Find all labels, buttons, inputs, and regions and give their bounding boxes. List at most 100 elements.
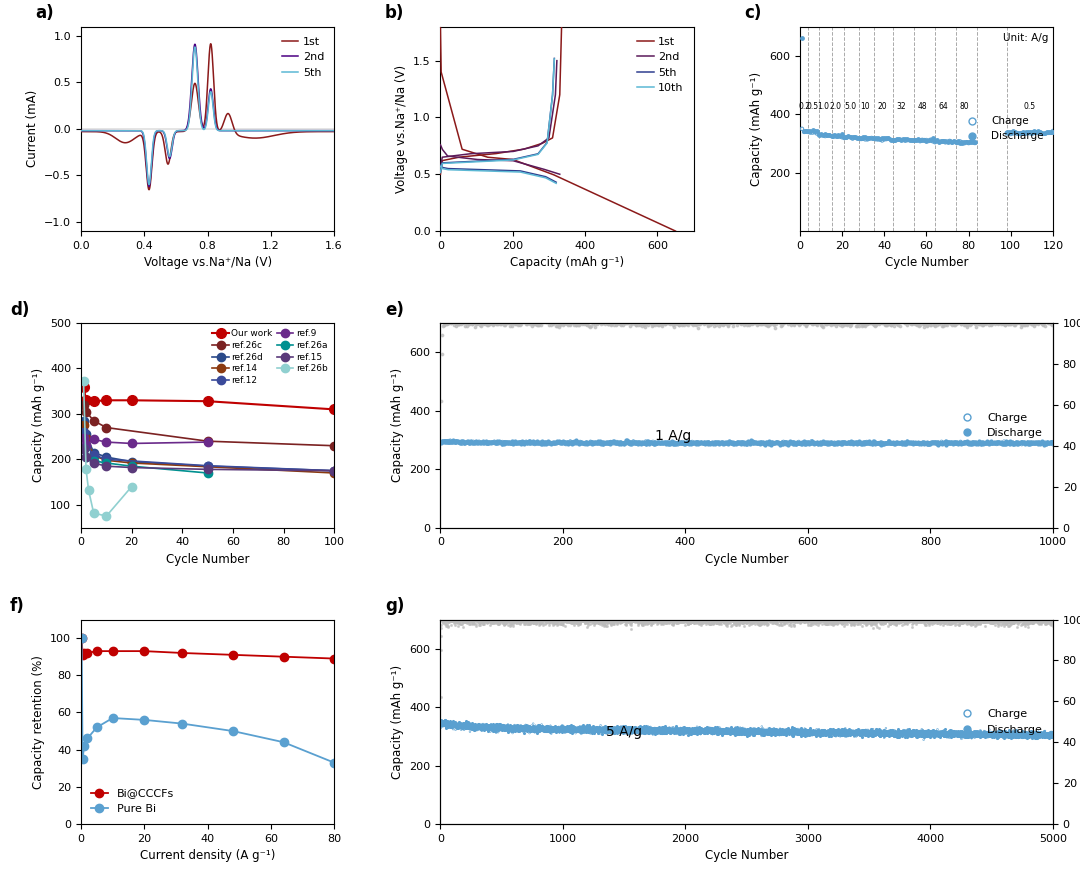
- Point: [670, 721, 687, 735]
- Point: [715, 616, 732, 630]
- Point: [621, 612, 638, 626]
- Point: [694, 436, 712, 450]
- Point: [811, 724, 828, 738]
- Point: [570, 723, 588, 737]
- Point: [462, 314, 480, 328]
- Point: [524, 721, 541, 735]
- Point: [886, 725, 903, 739]
- Point: [718, 437, 735, 451]
- Point: [973, 725, 990, 739]
- Point: [561, 722, 578, 736]
- Point: [917, 728, 934, 742]
- Point: [453, 718, 470, 732]
- Point: [516, 611, 534, 626]
- Point: [1014, 315, 1031, 330]
- Point: [504, 437, 522, 451]
- Point: [980, 726, 997, 740]
- Point: [581, 610, 598, 625]
- Point: [956, 727, 973, 742]
- Point: [1024, 728, 1041, 742]
- Point: [774, 723, 792, 737]
- Point: [783, 727, 800, 741]
- Point: [555, 722, 572, 736]
- Point: [833, 607, 850, 621]
- Point: [706, 437, 724, 451]
- Point: [525, 723, 542, 737]
- Point: [745, 614, 762, 628]
- Point: [780, 724, 797, 738]
- Point: [747, 724, 765, 738]
- Point: [981, 727, 998, 742]
- Point: [805, 723, 822, 737]
- Point: [501, 724, 518, 738]
- Point: [463, 435, 481, 449]
- Point: [634, 610, 651, 625]
- Point: [865, 726, 882, 740]
- Point: [990, 729, 1008, 743]
- Point: [822, 435, 839, 449]
- Point: [724, 612, 741, 626]
- Point: [555, 613, 572, 627]
- Point: [543, 315, 561, 329]
- Point: [799, 435, 816, 449]
- Point: [816, 724, 834, 738]
- Point: [933, 434, 950, 448]
- Point: [543, 724, 561, 738]
- Point: [438, 718, 456, 732]
- Point: [608, 615, 625, 629]
- Point: [705, 613, 723, 627]
- Point: [983, 727, 1000, 742]
- Point: [805, 316, 822, 330]
- Point: [557, 722, 575, 736]
- Point: [867, 727, 885, 742]
- Point: [983, 727, 1000, 742]
- Point: [795, 436, 812, 450]
- Point: [545, 722, 563, 736]
- Point: [996, 727, 1013, 742]
- Point: [624, 614, 642, 628]
- Point: [632, 723, 649, 737]
- Charge: [850, 131, 867, 145]
- Point: [519, 720, 537, 734]
- Point: [836, 318, 853, 332]
- Point: [594, 724, 611, 738]
- Point: [976, 724, 994, 738]
- Point: [453, 611, 470, 626]
- Point: [764, 614, 781, 628]
- Point: [572, 613, 590, 627]
- Point: [874, 725, 891, 739]
- Point: [942, 610, 959, 625]
- Point: [905, 726, 922, 740]
- Point: [433, 717, 450, 731]
- Point: [892, 727, 909, 741]
- Point: [687, 722, 704, 736]
- Point: [523, 611, 540, 626]
- Point: [511, 614, 528, 628]
- Point: [968, 729, 985, 743]
- Point: [492, 721, 510, 735]
- Point: [519, 316, 537, 330]
- Point: [1030, 729, 1048, 743]
- Point: [833, 726, 850, 740]
- Point: [959, 729, 976, 743]
- Point: [873, 725, 890, 739]
- Point: [942, 725, 959, 739]
- Point: [945, 609, 962, 623]
- Point: [501, 721, 518, 735]
- Point: [811, 436, 828, 450]
- Point: [939, 610, 956, 624]
- Point: [750, 436, 767, 450]
- Point: [644, 722, 661, 736]
- Point: [866, 612, 883, 626]
- Point: [976, 728, 994, 742]
- Point: [788, 727, 806, 742]
- Point: [932, 315, 949, 330]
- Point: [987, 727, 1004, 741]
- Point: [461, 610, 478, 625]
- Point: [440, 716, 457, 730]
- Point: [1010, 727, 1027, 742]
- Point: [747, 722, 765, 736]
- Point: [833, 315, 850, 330]
- Point: [1018, 728, 1036, 742]
- Point: [793, 721, 810, 735]
